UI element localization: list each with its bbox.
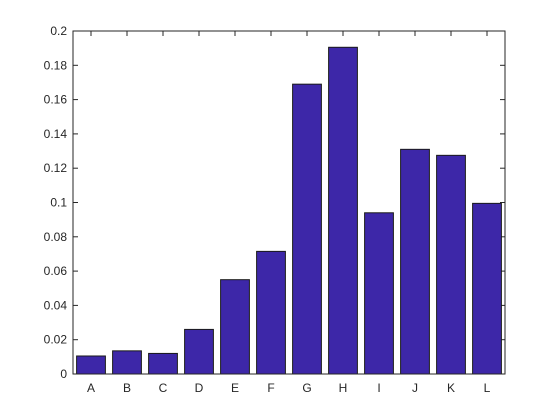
y-tick-label: 0.2	[50, 24, 67, 38]
bar-b	[113, 351, 142, 374]
bar-i	[365, 213, 394, 374]
bar-j	[401, 149, 430, 374]
y-tick-label: 0.16	[44, 93, 68, 107]
bar-e	[221, 280, 250, 374]
bar-c	[149, 353, 178, 374]
x-tick-label: L	[484, 381, 491, 395]
x-tick-label: I	[377, 381, 380, 395]
bar-f	[257, 251, 286, 374]
y-tick-label: 0	[60, 367, 67, 381]
x-tick-label: J	[412, 381, 418, 395]
y-tick-label: 0.14	[44, 127, 68, 141]
x-tick-label: E	[231, 381, 239, 395]
x-tick-label: K	[447, 381, 455, 395]
x-tick-label: G	[302, 381, 311, 395]
y-tick-label: 0.08	[44, 230, 68, 244]
bars-layer	[77, 47, 502, 374]
bar-g	[293, 84, 322, 374]
x-tick-label: F	[267, 381, 274, 395]
bar-a	[77, 356, 106, 374]
y-tick-label: 0.1	[50, 196, 67, 210]
y-tick-label: 0.18	[44, 58, 68, 72]
y-tick-label: 0.12	[44, 161, 68, 175]
x-tick-label: A	[87, 381, 95, 395]
bar-k	[437, 155, 466, 374]
x-tick-label: C	[159, 381, 168, 395]
x-tick-label: H	[339, 381, 348, 395]
bar-d	[185, 329, 214, 374]
x-tick-label: D	[195, 381, 204, 395]
y-tick-label: 0.06	[44, 264, 68, 278]
x-tick-label: B	[123, 381, 131, 395]
bar-l	[473, 203, 502, 374]
y-tick-label: 0.04	[44, 298, 68, 312]
bar-h	[329, 47, 358, 374]
y-tick-label: 0.02	[44, 333, 68, 347]
